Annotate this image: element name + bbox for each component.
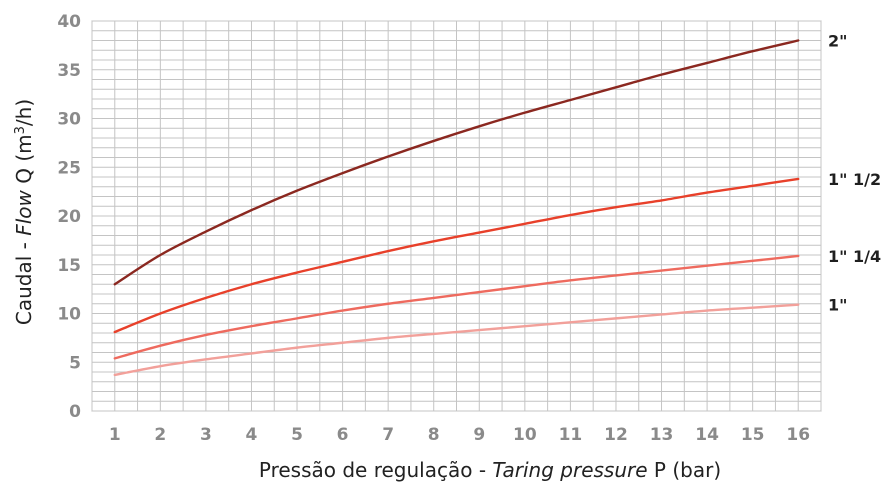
y-tick-label: 25 (57, 158, 81, 178)
series-label-2: 1" 1/4 (828, 247, 881, 266)
x-tick-label: 4 (246, 425, 258, 445)
y-axis-title-superscript: 3 (13, 126, 28, 134)
x-tick-label: 5 (291, 425, 303, 445)
series-line-2 (113, 254, 800, 360)
series-line-3 (113, 303, 800, 377)
series-labels: 2" 1" 1/2 1" 1/4 1" (828, 32, 881, 315)
y-tick-label: 30 (57, 110, 81, 130)
x-axis-title-part2: Taring pressure (492, 458, 647, 482)
x-axis-title: Pressão de regulação - Taring pressure P… (259, 458, 721, 482)
y-tick-label: 15 (57, 256, 81, 276)
y-tick-label: 35 (57, 61, 81, 81)
y-axis-title: Caudal - Flow Q (m3/h) (12, 99, 36, 325)
grid (91, 20, 822, 412)
x-tick-label: 14 (695, 425, 719, 445)
x-tick-label: 1 (109, 425, 121, 445)
x-axis-title-part1: Pressão de regulação - (259, 458, 493, 482)
y-tick-label: 40 (57, 12, 81, 32)
x-tick-label: 10 (513, 425, 537, 445)
series-lines (113, 39, 800, 377)
y-axis-title-part1: Caudal - (12, 236, 36, 325)
x-tick-label: 11 (559, 425, 583, 445)
x-tick-label: 16 (786, 425, 810, 445)
series-line-0 (113, 39, 800, 286)
x-tick-label: 8 (428, 425, 440, 445)
x-tick-label: 6 (337, 425, 349, 445)
x-tick-label: 13 (650, 425, 674, 445)
y-axis-title-part4: /h) (12, 99, 36, 126)
y-tick-label: 10 (57, 305, 81, 325)
x-axis-title-part3: P (bar) (648, 458, 722, 482)
y-axis-title-part3: Q (m (12, 134, 36, 190)
series-label-1: 1" 1/2 (828, 170, 881, 189)
x-tick-label: 2 (154, 425, 166, 445)
y-axis-title-part2: Flow (12, 189, 36, 235)
x-tick-label: 7 (382, 425, 394, 445)
series-line-1 (113, 177, 800, 334)
x-tick-label: 9 (473, 425, 485, 445)
series-label-0: 2" (828, 32, 847, 51)
x-tick-label: 12 (604, 425, 628, 445)
y-tick-label: 5 (69, 353, 81, 373)
y-tick-label: 20 (57, 207, 81, 227)
x-tick-label: 15 (741, 425, 765, 445)
series-label-3: 1" (828, 296, 847, 315)
y-tick-label: 0 (69, 402, 81, 422)
x-tick-label: 3 (200, 425, 212, 445)
